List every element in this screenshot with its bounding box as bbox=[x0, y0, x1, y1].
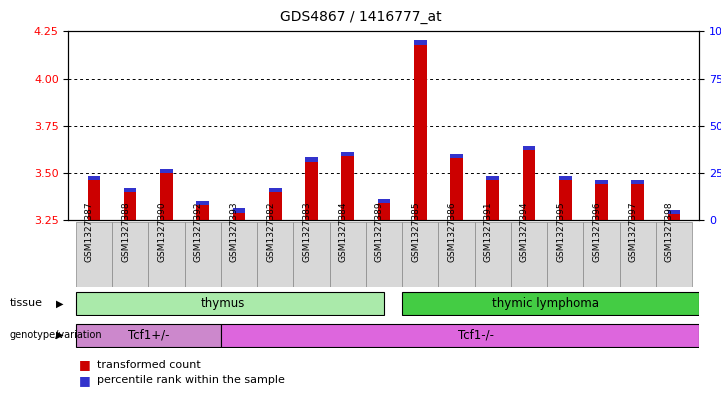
Bar bbox=[559, 176, 572, 180]
Bar bbox=[450, 154, 463, 158]
Bar bbox=[378, 203, 390, 220]
Bar bbox=[668, 215, 681, 220]
Bar bbox=[619, 222, 656, 287]
Bar bbox=[668, 210, 681, 215]
Bar bbox=[233, 213, 245, 220]
Bar bbox=[402, 292, 699, 315]
Bar bbox=[583, 222, 619, 287]
Text: GSM1327386: GSM1327386 bbox=[448, 202, 456, 262]
Text: GSM1327394: GSM1327394 bbox=[520, 202, 529, 262]
Bar bbox=[595, 184, 608, 220]
Bar bbox=[269, 192, 281, 220]
Bar bbox=[305, 162, 318, 220]
Bar bbox=[124, 192, 136, 220]
Bar bbox=[257, 222, 293, 287]
Text: GSM1327387: GSM1327387 bbox=[85, 202, 94, 262]
Bar bbox=[523, 150, 535, 220]
Text: tissue: tissue bbox=[9, 298, 43, 309]
Bar bbox=[595, 180, 608, 184]
Bar bbox=[559, 180, 572, 220]
Bar bbox=[305, 158, 318, 162]
Text: percentile rank within the sample: percentile rank within the sample bbox=[97, 375, 286, 386]
Bar bbox=[112, 222, 149, 287]
Text: GSM1327398: GSM1327398 bbox=[665, 202, 674, 262]
Bar bbox=[87, 180, 100, 220]
Text: transformed count: transformed count bbox=[97, 360, 201, 370]
Bar bbox=[76, 323, 221, 347]
Bar bbox=[487, 180, 499, 220]
Text: Tcf1+/-: Tcf1+/- bbox=[128, 329, 169, 342]
Bar bbox=[329, 222, 366, 287]
Text: thymic lymphoma: thymic lymphoma bbox=[492, 297, 598, 310]
Bar bbox=[511, 222, 547, 287]
Bar bbox=[269, 187, 281, 192]
Bar bbox=[402, 222, 438, 287]
Bar bbox=[632, 184, 644, 220]
Text: GSM1327396: GSM1327396 bbox=[593, 202, 601, 262]
Bar bbox=[149, 222, 185, 287]
Bar bbox=[547, 222, 583, 287]
Bar bbox=[414, 40, 427, 45]
Bar bbox=[221, 222, 257, 287]
Bar bbox=[160, 169, 173, 173]
Bar bbox=[196, 205, 209, 220]
Text: ■: ■ bbox=[79, 374, 91, 387]
Bar bbox=[656, 222, 692, 287]
Bar bbox=[414, 45, 427, 220]
Bar bbox=[474, 222, 511, 287]
Bar bbox=[233, 208, 245, 213]
Text: GDS4867 / 1416777_at: GDS4867 / 1416777_at bbox=[280, 10, 441, 24]
Text: thymus: thymus bbox=[200, 297, 244, 310]
Text: Tcf1-/-: Tcf1-/- bbox=[459, 329, 495, 342]
Text: GSM1327384: GSM1327384 bbox=[339, 202, 348, 262]
Text: GSM1327385: GSM1327385 bbox=[411, 202, 420, 262]
Text: ▶: ▶ bbox=[56, 298, 63, 309]
Bar bbox=[221, 323, 699, 347]
Bar bbox=[76, 222, 112, 287]
Text: GSM1327382: GSM1327382 bbox=[266, 202, 275, 262]
Bar bbox=[341, 152, 354, 156]
Bar bbox=[87, 176, 100, 180]
Text: GSM1327391: GSM1327391 bbox=[484, 202, 492, 262]
Bar bbox=[487, 176, 499, 180]
Bar bbox=[160, 173, 173, 220]
Bar bbox=[632, 180, 644, 184]
Text: GSM1327390: GSM1327390 bbox=[157, 202, 167, 262]
Bar bbox=[378, 199, 390, 203]
Text: genotype/variation: genotype/variation bbox=[9, 330, 102, 340]
Text: GSM1327397: GSM1327397 bbox=[629, 202, 638, 262]
Bar bbox=[523, 146, 535, 150]
Bar bbox=[450, 158, 463, 220]
Bar bbox=[293, 222, 329, 287]
Text: GSM1327392: GSM1327392 bbox=[194, 202, 203, 262]
Text: ▶: ▶ bbox=[56, 330, 63, 340]
Bar bbox=[438, 222, 474, 287]
Bar bbox=[185, 222, 221, 287]
Bar bbox=[366, 222, 402, 287]
Text: GSM1327383: GSM1327383 bbox=[302, 202, 311, 262]
Bar bbox=[124, 187, 136, 192]
Text: ■: ■ bbox=[79, 358, 91, 371]
Text: GSM1327395: GSM1327395 bbox=[556, 202, 565, 262]
Text: GSM1327388: GSM1327388 bbox=[121, 202, 130, 262]
Bar bbox=[76, 292, 384, 315]
Text: GSM1327389: GSM1327389 bbox=[375, 202, 384, 262]
Bar bbox=[341, 156, 354, 220]
Bar bbox=[196, 201, 209, 205]
Text: GSM1327393: GSM1327393 bbox=[230, 202, 239, 262]
